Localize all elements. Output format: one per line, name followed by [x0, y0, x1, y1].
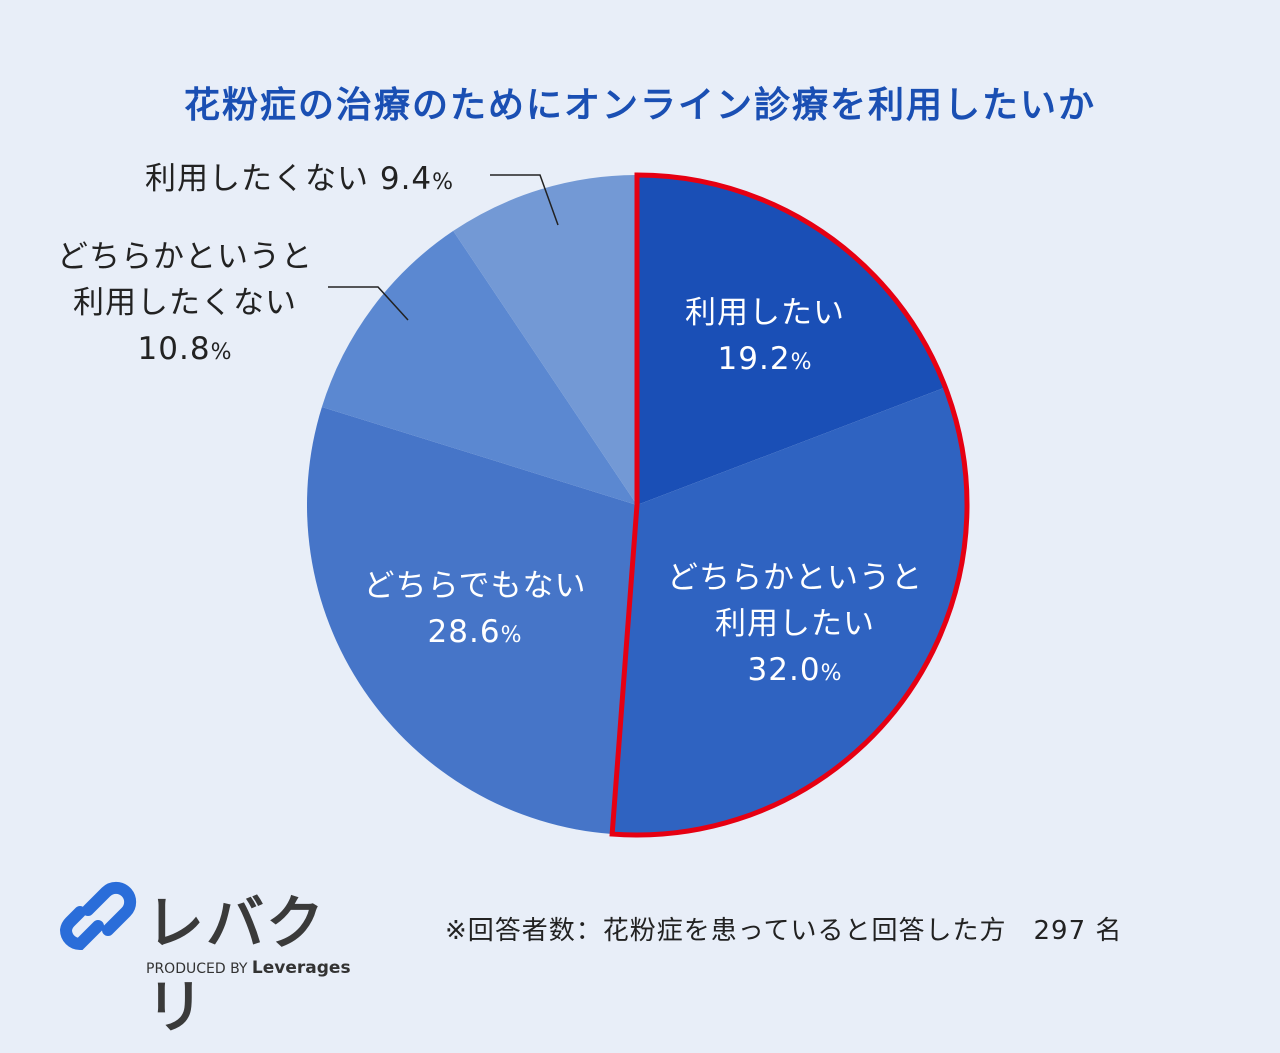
chart-title: 花粉症の治療のためにオンライン診療を利用したいか: [183, 85, 1096, 126]
pill-logo-icon: [59, 881, 137, 951]
slice-label-0: 利用したい 19.2%: [685, 295, 845, 377]
highlight-outline: [609, 172, 970, 838]
pie-slice-0: [637, 175, 946, 505]
pie-slice-2: [307, 406, 637, 835]
slice-label-3: どちらかというと 利用したくない 10.8%: [57, 239, 313, 367]
slice-label-2: どちらでもない 28.6%: [363, 568, 587, 650]
respondent-note: ※回答者数：花粉症を患っていると回答した方 297 名: [445, 916, 1123, 946]
pie-slice-4: [453, 175, 637, 505]
leader-line-4: [490, 174, 559, 226]
slice-label-1: どちらかというと 利用したい 32.0%: [667, 560, 923, 688]
pie-slice-1: [612, 387, 967, 836]
leader-line-3: [328, 286, 409, 321]
slice-label-4: 利用したくない 9.4%: [145, 161, 455, 197]
logo: レバクリ PRODUCED BY Leverages: [58, 880, 358, 1041]
pie-slice-3: [321, 230, 637, 505]
